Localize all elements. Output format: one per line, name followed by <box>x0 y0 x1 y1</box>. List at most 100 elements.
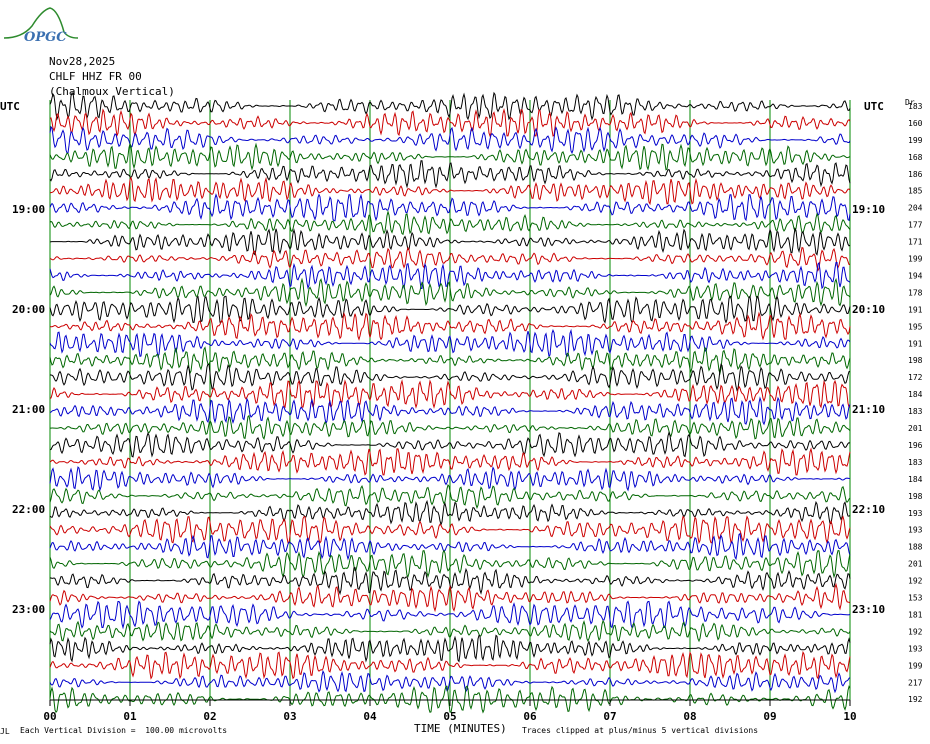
left-time-label: 19:00 <box>12 203 46 216</box>
trace-dr-value: 204 <box>908 204 923 213</box>
left-time-label: 22:00 <box>12 503 46 516</box>
trace-dr-value: 168 <box>908 153 923 162</box>
seismic-trace <box>49 650 851 680</box>
trace-dr-value: 153 <box>908 594 923 603</box>
trace-dr-value: 193 <box>908 526 923 535</box>
seismic-trace <box>49 430 851 458</box>
trace-dr-value: 193 <box>908 509 923 518</box>
seismic-trace <box>49 193 851 222</box>
trace-dr-value: 217 <box>908 678 923 687</box>
trace-dr-value: 172 <box>908 373 923 382</box>
left-time-label: 23:00 <box>12 603 46 616</box>
seismic-trace <box>49 396 851 426</box>
left-time-label: 21:00 <box>12 403 46 416</box>
opgc-logo: OPGC <box>3 7 79 44</box>
trace-dr-value: 184 <box>908 390 923 399</box>
trace-dr-value: 184 <box>908 475 923 484</box>
right-time-label: 19:10 <box>852 203 886 216</box>
trace-dr-value: 181 <box>908 611 923 620</box>
trace-dr-value: 193 <box>908 644 923 653</box>
trace-dr-value: 191 <box>908 339 923 348</box>
seismic-trace <box>49 515 851 545</box>
seismic-trace <box>49 91 851 121</box>
header-location: (Chalmoux Vertical) <box>49 85 175 98</box>
trace-dr-value: 160 <box>908 119 923 128</box>
trace-dr-value: 199 <box>908 661 923 670</box>
footer-corner-mark: JL <box>0 727 10 736</box>
seismic-trace <box>49 532 851 561</box>
footer-clip-note: Traces clipped at plus/minus 5 vertical … <box>522 726 759 735</box>
seismic-trace <box>49 483 851 510</box>
x-tick-label: 00 <box>43 710 56 723</box>
seismic-trace <box>49 634 851 663</box>
x-tick-label: 04 <box>363 710 377 723</box>
seismic-trace <box>49 669 851 694</box>
x-tick-label: 02 <box>203 710 216 723</box>
x-tick-label: 07 <box>603 710 616 723</box>
seismic-trace <box>49 160 851 189</box>
seismic-trace <box>49 108 851 138</box>
right-time-label: 23:10 <box>852 603 886 616</box>
trace-dr-value: 185 <box>908 187 923 196</box>
seismic-trace <box>49 227 851 256</box>
x-tick-label: 05 <box>443 710 456 723</box>
seismic-trace <box>49 294 851 324</box>
footer-scale: Each Vertical Division = 100.00 microvol… <box>20 726 228 735</box>
seismic-trace <box>49 363 851 392</box>
trace-dr-value: 192 <box>908 695 923 704</box>
trace-dr-value: 191 <box>908 305 923 314</box>
x-axis-label: TIME (MINUTES) <box>414 722 507 735</box>
trace-dr-value: 183 <box>908 102 923 111</box>
seismic-trace <box>49 499 851 527</box>
seismic-trace <box>49 346 851 376</box>
seismic-trace <box>49 328 851 358</box>
trace-dr-value: 183 <box>908 458 923 467</box>
dr-column-title: Dr <box>905 98 915 107</box>
seismic-trace <box>49 125 851 155</box>
trace-dr-value: 186 <box>908 170 923 179</box>
trace-dr-value: 192 <box>908 577 923 586</box>
seismic-trace <box>49 261 851 290</box>
trace-dr-value: 196 <box>908 441 923 450</box>
header-station: CHLF HHZ FR 00 <box>49 70 142 83</box>
trace-dr-value: 171 <box>908 238 923 247</box>
trace-dr-value: 198 <box>908 492 923 501</box>
seismic-trace <box>49 311 851 341</box>
right-axis-title: UTC <box>864 100 884 113</box>
seismic-trace <box>49 176 851 206</box>
trace-dr-value: 177 <box>908 221 923 230</box>
trace-dr-value: 198 <box>908 356 923 365</box>
trace-dr-value: 194 <box>908 272 923 281</box>
seismic-trace <box>49 582 851 613</box>
right-time-label: 22:10 <box>852 503 886 516</box>
right-time-label: 20:10 <box>852 303 886 316</box>
trace-dr-value: 188 <box>908 543 923 552</box>
seismic-trace <box>49 277 851 307</box>
trace-dr-value: 183 <box>908 407 923 416</box>
x-tick-label: 06 <box>523 710 537 723</box>
trace-dr-value: 178 <box>908 288 923 297</box>
trace-dr-value: 199 <box>908 136 923 145</box>
x-tick-label: 03 <box>283 710 296 723</box>
header-date: Nov28,2025 <box>49 55 116 68</box>
seismic-trace <box>49 549 851 579</box>
seismic-trace <box>49 567 851 596</box>
trace-dr-value: 192 <box>908 627 923 636</box>
x-tick-label: 10 <box>843 710 856 723</box>
x-tick-label: 09 <box>763 710 776 723</box>
seismic-trace <box>50 414 851 441</box>
x-tick-label: 01 <box>123 710 137 723</box>
trace-dr-value: 199 <box>908 255 923 264</box>
trace-dr-value: 201 <box>908 560 923 569</box>
seismic-trace <box>49 246 851 272</box>
logo-text: OPGC <box>24 30 67 44</box>
seismic-trace <box>49 466 851 492</box>
seismic-trace <box>49 447 851 476</box>
seismic-trace <box>49 379 851 409</box>
seismic-trace <box>49 600 851 630</box>
left-time-label: 20:00 <box>12 303 46 316</box>
seismic-trace <box>49 619 851 643</box>
seismic-trace <box>49 209 851 236</box>
seismic-trace <box>49 142 851 171</box>
